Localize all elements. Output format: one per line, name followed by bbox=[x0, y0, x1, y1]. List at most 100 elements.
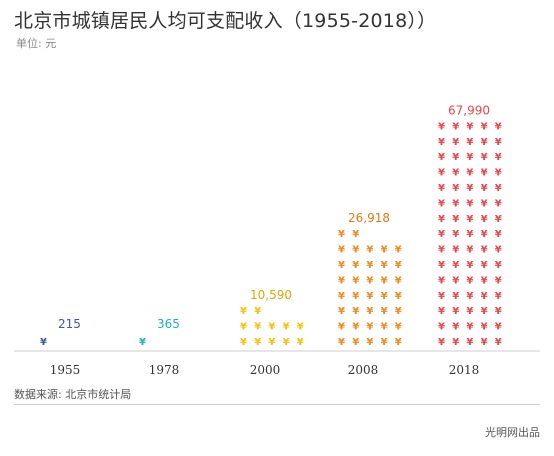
yen-icon: ¥ bbox=[466, 245, 473, 256]
yen-icon: ¥ bbox=[495, 275, 502, 286]
yen-icon: ¥ bbox=[481, 214, 488, 225]
yen-icon: ¥ bbox=[438, 168, 445, 179]
yen-icon: ¥ bbox=[466, 306, 473, 317]
yen-icon: ¥ bbox=[495, 168, 502, 179]
yen-icon: ¥ bbox=[466, 168, 473, 179]
yen-icon: ¥ bbox=[352, 229, 359, 240]
yen-icon: ¥ bbox=[495, 245, 502, 256]
yen-icon: ¥ bbox=[481, 168, 488, 179]
yen-icon: ¥ bbox=[452, 183, 459, 194]
yen-icon: ¥ bbox=[352, 306, 359, 317]
yen-icon: ¥ bbox=[452, 245, 459, 256]
yen-icon: ¥ bbox=[139, 337, 146, 348]
yen-icon: ¥ bbox=[366, 291, 373, 302]
yen-icon: ¥ bbox=[381, 245, 388, 256]
yen-icon: ¥ bbox=[297, 337, 304, 348]
yen-icon: ¥ bbox=[466, 198, 473, 209]
yen-icon: ¥ bbox=[481, 275, 488, 286]
yen-icon: ¥ bbox=[495, 229, 502, 240]
yen-icon: ¥ bbox=[381, 306, 388, 317]
yen-icon: ¥ bbox=[452, 121, 459, 132]
yen-icon: ¥ bbox=[452, 275, 459, 286]
yen-icon: ¥ bbox=[481, 245, 488, 256]
yen-icon: ¥ bbox=[395, 260, 402, 271]
yen-icon: ¥ bbox=[395, 306, 402, 317]
value-label-1955: 215 bbox=[58, 317, 81, 331]
yen-icon: ¥ bbox=[352, 245, 359, 256]
yen-icon: ¥ bbox=[338, 275, 345, 286]
yen-icon: ¥ bbox=[352, 322, 359, 333]
yen-icon: ¥ bbox=[381, 275, 388, 286]
yen-icon: ¥ bbox=[254, 306, 261, 317]
yen-icon: ¥ bbox=[452, 306, 459, 317]
yen-icon: ¥ bbox=[495, 198, 502, 209]
year-label-2008: 2008 bbox=[348, 363, 379, 377]
chart-title: 北京市城镇居民人均可支配收入（1955-2018）） bbox=[14, 10, 437, 32]
yen-icon: ¥ bbox=[481, 121, 488, 132]
yen-icon: ¥ bbox=[452, 322, 459, 333]
yen-icon: ¥ bbox=[438, 121, 445, 132]
yen-icon: ¥ bbox=[366, 337, 373, 348]
yen-icon: ¥ bbox=[381, 260, 388, 271]
credit-text: 光明网出品 bbox=[485, 426, 540, 439]
yen-icon: ¥ bbox=[438, 198, 445, 209]
yen-icon: ¥ bbox=[438, 152, 445, 163]
yen-icon: ¥ bbox=[352, 275, 359, 286]
yen-icon: ¥ bbox=[438, 229, 445, 240]
yen-icon: ¥ bbox=[395, 337, 402, 348]
yen-icon: ¥ bbox=[481, 322, 488, 333]
value-label-2018: 67,990 bbox=[448, 103, 490, 117]
yen-icon: ¥ bbox=[338, 245, 345, 256]
yen-icon: ¥ bbox=[381, 322, 388, 333]
yen-icon: ¥ bbox=[240, 306, 247, 317]
yen-icon: ¥ bbox=[395, 245, 402, 256]
yen-icon: ¥ bbox=[495, 121, 502, 132]
yen-icon: ¥ bbox=[381, 337, 388, 348]
yen-icon: ¥ bbox=[466, 121, 473, 132]
yen-icon: ¥ bbox=[452, 137, 459, 148]
yen-icon: ¥ bbox=[466, 275, 473, 286]
yen-icon: ¥ bbox=[438, 260, 445, 271]
yen-icon: ¥ bbox=[466, 137, 473, 148]
value-label-1978: 365 bbox=[157, 317, 180, 331]
yen-icon: ¥ bbox=[466, 152, 473, 163]
divider bbox=[14, 404, 540, 405]
yen-icon: ¥ bbox=[438, 183, 445, 194]
yen-icon: ¥ bbox=[495, 291, 502, 302]
yen-icon: ¥ bbox=[481, 229, 488, 240]
yen-icon: ¥ bbox=[297, 322, 304, 333]
yen-icon: ¥ bbox=[452, 214, 459, 225]
yen-icon: ¥ bbox=[352, 260, 359, 271]
yen-icon: ¥ bbox=[366, 275, 373, 286]
yen-icon: ¥ bbox=[466, 183, 473, 194]
yen-icon: ¥ bbox=[438, 245, 445, 256]
yen-icon: ¥ bbox=[240, 322, 247, 333]
yen-icon: ¥ bbox=[481, 198, 488, 209]
yen-icon: ¥ bbox=[466, 322, 473, 333]
yen-icon: ¥ bbox=[495, 137, 502, 148]
yen-icon: ¥ bbox=[268, 337, 275, 348]
yen-icon: ¥ bbox=[495, 306, 502, 317]
year-label-1978: 1978 bbox=[149, 363, 180, 377]
yen-icon: ¥ bbox=[452, 260, 459, 271]
value-label-2008: 26,918 bbox=[348, 211, 390, 225]
yen-icon: ¥ bbox=[452, 152, 459, 163]
yen-icon: ¥ bbox=[438, 214, 445, 225]
yen-icon: ¥ bbox=[481, 337, 488, 348]
yen-icon: ¥ bbox=[481, 152, 488, 163]
yen-icon: ¥ bbox=[395, 322, 402, 333]
yen-icon: ¥ bbox=[438, 306, 445, 317]
yen-icon: ¥ bbox=[283, 322, 290, 333]
yen-icon: ¥ bbox=[481, 183, 488, 194]
yen-icon: ¥ bbox=[438, 337, 445, 348]
yen-icon: ¥ bbox=[466, 229, 473, 240]
yen-icon: ¥ bbox=[481, 291, 488, 302]
year-label-2000: 2000 bbox=[250, 363, 281, 377]
yen-icon: ¥ bbox=[481, 137, 488, 148]
yen-icon: ¥ bbox=[254, 337, 261, 348]
yen-icon: ¥ bbox=[352, 337, 359, 348]
yen-icon: ¥ bbox=[466, 337, 473, 348]
yen-icon: ¥ bbox=[495, 183, 502, 194]
yen-icon: ¥ bbox=[452, 229, 459, 240]
